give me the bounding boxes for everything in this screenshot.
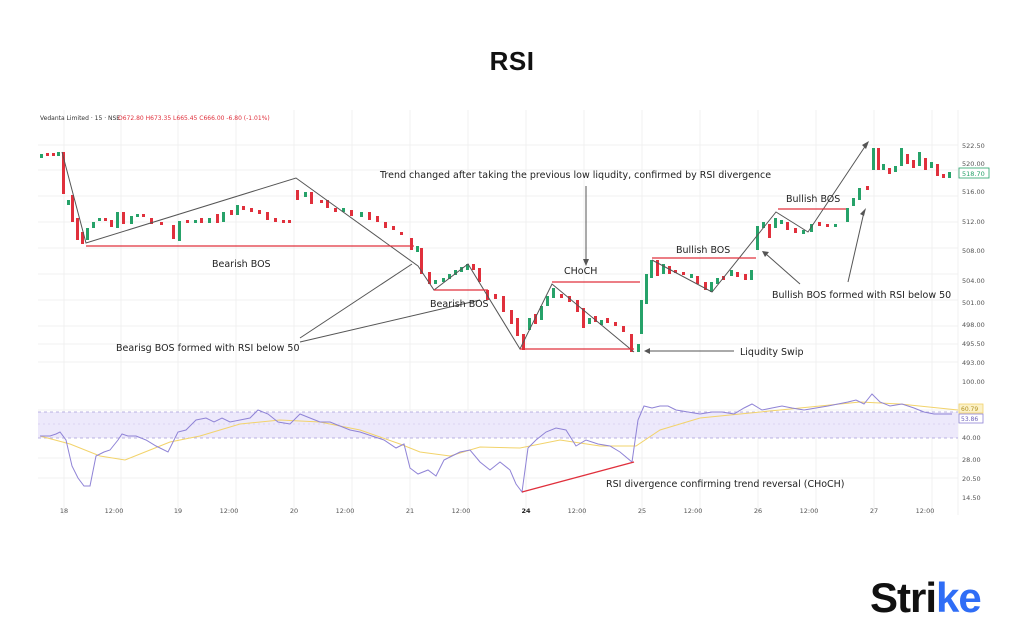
svg-text:12:00: 12:00 xyxy=(105,507,124,515)
svg-text:493.00: 493.00 xyxy=(962,359,985,367)
svg-text:12:00: 12:00 xyxy=(220,507,239,515)
svg-text:12:00: 12:00 xyxy=(336,507,355,515)
svg-text:516.00: 516.00 xyxy=(962,188,985,196)
annotation-choch: CHoCH xyxy=(564,266,597,277)
svg-text:12:00: 12:00 xyxy=(452,507,471,515)
svg-text:100.00: 100.00 xyxy=(962,378,985,386)
last-price: 518.70 xyxy=(962,170,985,178)
last-price-badge xyxy=(958,167,990,179)
svg-text:522.50: 522.50 xyxy=(962,142,985,150)
annotation-bearish-bos-1: Bearish BOS xyxy=(212,259,271,270)
annotation-liquidity-swip: Liqudity Swip xyxy=(740,347,804,358)
rsi-divergence-line xyxy=(521,461,635,493)
svg-text:504.00: 504.00 xyxy=(962,277,985,285)
svg-text:40.00: 40.00 xyxy=(962,434,981,442)
arrow-heads xyxy=(583,141,869,354)
svg-text:19: 19 xyxy=(174,507,182,515)
price-axis: 522.50 520.00 516.00 512.00 508.00 504.0… xyxy=(962,142,985,367)
rsi-line xyxy=(40,393,952,494)
annotation-trend-changed: Trend changed after taking the previous … xyxy=(379,170,771,181)
chart-title: RSI xyxy=(489,46,535,76)
swing-lines xyxy=(61,151,635,353)
svg-text:12:00: 12:00 xyxy=(568,507,587,515)
rsi-ma-value: 60.79 xyxy=(961,406,978,413)
candles xyxy=(40,148,951,352)
svg-text:498.00: 498.00 xyxy=(962,321,985,329)
annotation-bullish-bos-2: Bullish BOS xyxy=(786,194,840,205)
svg-text:24: 24 xyxy=(521,507,531,515)
rsi-axis: 100.00 40.00 28.00 20.50 14.50 xyxy=(962,378,985,502)
svg-text:20: 20 xyxy=(290,507,298,515)
rsi-badge xyxy=(958,413,984,424)
svg-text:25: 25 xyxy=(638,507,646,515)
bos-lines xyxy=(86,208,846,350)
svg-text:520.00: 520.00 xyxy=(962,160,985,168)
annotation-arrows xyxy=(299,186,865,352)
annotation-bearish-bos-2: Bearish BOS xyxy=(430,299,489,310)
rsi-band xyxy=(38,412,958,438)
rsi-ma-line xyxy=(39,401,959,461)
annotation-bearish-rsi: Bearisg BOS formed with RSI below 50 xyxy=(116,343,299,354)
rsi-value: 53.86 xyxy=(961,416,978,423)
svg-text:12:00: 12:00 xyxy=(916,507,935,515)
symbol-label: Vedanta Limited · 15 · NSE xyxy=(40,115,120,122)
svg-text:12:00: 12:00 xyxy=(684,507,703,515)
svg-text:20.50: 20.50 xyxy=(962,475,981,483)
annotation-bullish-rsi: Bullish BOS formed with RSI below 50 xyxy=(772,290,951,301)
svg-text:21: 21 xyxy=(406,507,414,515)
svg-text:12:00: 12:00 xyxy=(800,507,819,515)
svg-text:14.50: 14.50 xyxy=(962,494,981,502)
svg-text:18: 18 xyxy=(60,507,68,515)
svg-text:27: 27 xyxy=(870,507,878,515)
svg-text:508.00: 508.00 xyxy=(962,247,985,255)
svg-text:26: 26 xyxy=(754,507,762,515)
annotation-rsi-divergence: RSI divergence confirming trend reversal… xyxy=(606,479,845,490)
ohlc-label: O672.80 H673.35 L665.45 C666.00 -6.80 (-… xyxy=(118,115,270,122)
annotation-bullish-bos-1: Bullish BOS xyxy=(676,245,730,256)
svg-text:501.00: 501.00 xyxy=(962,299,985,307)
svg-text:28.00: 28.00 xyxy=(962,456,981,464)
svg-text:495.50: 495.50 xyxy=(962,340,985,348)
svg-text:512.00: 512.00 xyxy=(962,218,985,226)
time-axis: 18 12:00 19 12:00 20 12:00 21 12:00 24 1… xyxy=(60,507,935,515)
rsi-ma-badge xyxy=(958,403,984,414)
strike-logo: Strike xyxy=(870,574,982,621)
